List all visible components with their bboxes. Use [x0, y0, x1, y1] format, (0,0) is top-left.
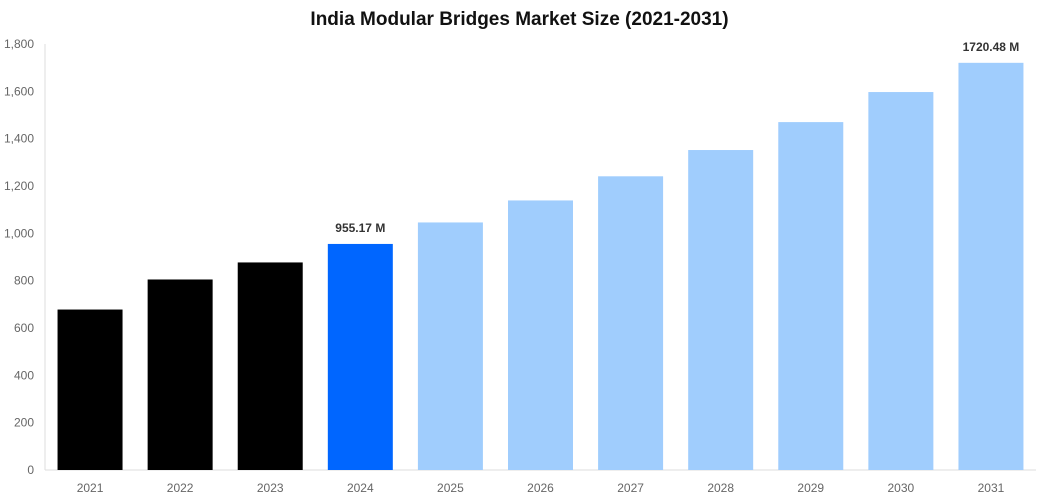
y-tick-label: 1,600: [4, 84, 34, 98]
bar-2029: [778, 122, 844, 470]
x-tick-label: 2022: [167, 481, 194, 495]
x-tick-label: 2030: [888, 481, 915, 495]
chart-title: India Modular Bridges Market Size (2021-…: [310, 9, 729, 30]
x-tick-label: 2027: [617, 481, 644, 495]
x-tick-label: 2029: [797, 481, 824, 495]
x-tick-label: 2025: [437, 481, 464, 495]
y-tick-label: 1,800: [4, 37, 34, 51]
x-tick-label: 2028: [707, 481, 734, 495]
bar-2026: [508, 200, 573, 471]
y-tick-label: 1,400: [4, 132, 34, 146]
y-tick-label: 1,000: [4, 226, 34, 240]
y-tick-label: 1,200: [4, 179, 34, 193]
x-tick-label: 2023: [257, 481, 284, 495]
data-label-2031: 1720.48 M: [963, 40, 1020, 54]
bar-2022: [147, 279, 213, 470]
y-tick-label: 400: [14, 368, 34, 382]
bar-2031: [958, 62, 1024, 470]
x-tick-label: 2024: [347, 481, 374, 495]
bar-2024: [327, 243, 393, 470]
bar-2023: [237, 262, 303, 470]
y-tick-label: 600: [14, 321, 34, 335]
y-tick-label: 0: [27, 463, 34, 477]
bar-2030: [868, 92, 934, 470]
bar-2027: [598, 176, 664, 470]
bar-2028: [688, 150, 754, 470]
bar-2021: [57, 309, 123, 470]
data-label-2024: 955.17 M: [335, 221, 385, 235]
x-tick-label: 2021: [77, 481, 104, 495]
x-tick-label: 2031: [978, 481, 1005, 495]
y-tick-label: 200: [14, 416, 34, 430]
bar-2025: [417, 222, 483, 470]
y-tick-label: 800: [14, 274, 34, 288]
x-tick-label: 2026: [527, 481, 554, 495]
